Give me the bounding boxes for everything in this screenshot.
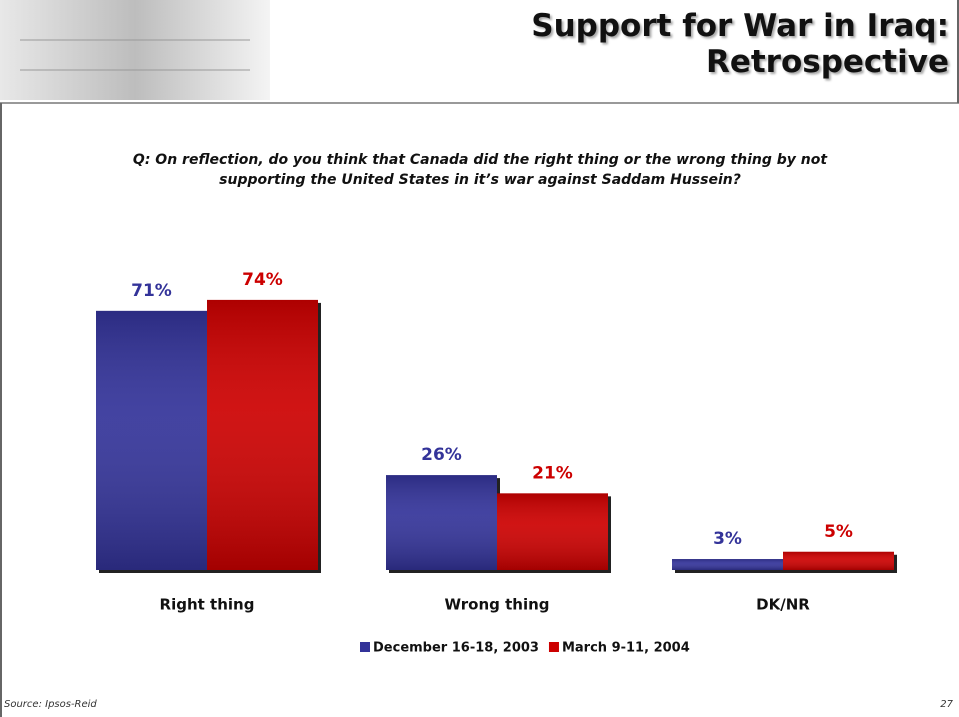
legend-swatch xyxy=(548,642,559,652)
bar-shading xyxy=(96,310,207,570)
x-tick-label: Right thing xyxy=(160,596,255,614)
x-tick-label: DK/NR xyxy=(756,596,810,614)
value-label: 5% xyxy=(824,522,853,542)
value-label: 74% xyxy=(242,270,283,290)
question: Q: On reflection, do you think that Cana… xyxy=(132,152,828,188)
value-label: 21% xyxy=(532,463,573,483)
header-image xyxy=(0,0,270,100)
source: Source: Ipsos-Reid xyxy=(4,699,97,710)
building-windows xyxy=(20,39,250,71)
bar-shading xyxy=(672,559,783,570)
legend-swatch xyxy=(360,642,370,652)
legend-label: March 9-11, 2004 xyxy=(562,641,690,656)
x-tick-label: Wrong thing xyxy=(444,596,549,614)
bar-shading xyxy=(497,493,608,570)
title: Support for War in Iraq: Retrospective xyxy=(531,8,949,80)
value-label: 3% xyxy=(713,529,742,549)
bar-shading xyxy=(207,299,318,570)
bar-shading xyxy=(386,475,497,570)
bar-shading xyxy=(783,551,894,570)
legend-label: December 16-18, 2003 xyxy=(373,641,539,656)
page-number: 27 xyxy=(940,699,953,710)
value-label: 71% xyxy=(131,281,172,301)
value-label: 26% xyxy=(421,445,462,465)
